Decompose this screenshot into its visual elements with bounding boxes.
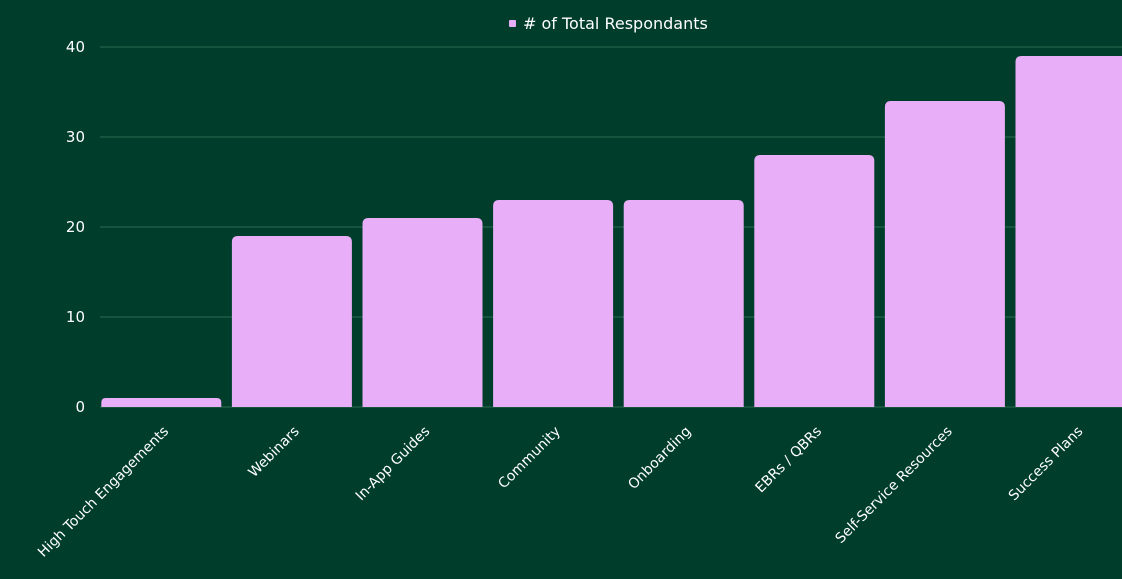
legend-label: # of Total Respondants [523, 14, 708, 33]
x-tick-label: Success Plans [1006, 424, 1087, 505]
bar-self-service-resources [884, 101, 1005, 407]
x-tick-label: Onboarding [625, 424, 694, 493]
y-tick-label: 10 [66, 308, 85, 326]
y-tick-label: 0 [75, 398, 85, 416]
x-tick-label: High Touch Engagements [35, 424, 172, 561]
legend: # of Total Respondants [509, 14, 708, 33]
x-tick-label: Self-Service Resources [832, 424, 955, 547]
x-tick-label: EBRs / QBRs [752, 424, 825, 497]
bar-in-app-guides [362, 218, 483, 407]
bar-onboarding [623, 200, 744, 407]
bar-webinars [231, 236, 352, 407]
y-axis-ticks: 0 10 20 30 40 [66, 38, 85, 416]
x-tick-label: Webinars [246, 424, 303, 481]
x-tick-label: Community [495, 424, 564, 493]
bars [101, 56, 1122, 407]
bar-community [493, 200, 614, 407]
bar-ebrs-qbrs [754, 155, 875, 407]
y-tick-label: 40 [66, 38, 85, 56]
y-tick-label: 30 [66, 128, 85, 146]
y-tick-label: 20 [66, 218, 85, 236]
bar-success-plans [1015, 56, 1122, 407]
bar-high-touch-engagements [101, 398, 222, 407]
legend-swatch [509, 20, 516, 27]
x-tick-label: In-App Guides [353, 424, 434, 505]
x-axis-labels: High Touch Engagements Webinars In-App Gui… [35, 424, 1086, 561]
